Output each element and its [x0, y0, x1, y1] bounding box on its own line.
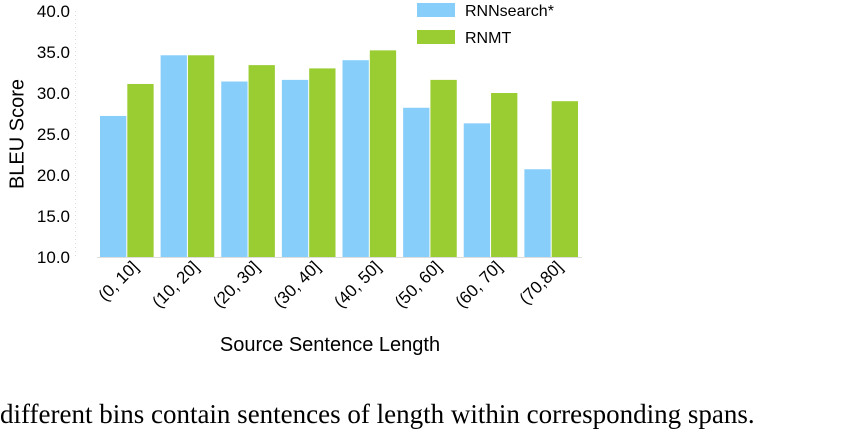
bar-rnmt — [248, 65, 275, 258]
bar-rnnsearch — [403, 107, 430, 257]
y-tick-label: 30.0 — [37, 84, 70, 103]
y-axis-label: BLEU Score — [6, 79, 28, 189]
y-tick-label: 20.0 — [37, 166, 70, 185]
bar-rnnsearch — [221, 81, 248, 258]
legend-label: RNMT — [465, 30, 511, 47]
x-tick-label: (20, 30] — [209, 257, 263, 311]
bar-rnnsearch — [100, 115, 127, 258]
bar-rnmt — [430, 79, 457, 257]
y-tick-label: 35.0 — [37, 43, 70, 62]
x-tick-label: (0, 10] — [95, 257, 143, 305]
bar-rnmt — [369, 50, 397, 257]
x-tick-label: (70,80] — [516, 257, 567, 308]
legend: RNNsearch* RNMT — [417, 3, 554, 47]
legend-swatch — [417, 3, 455, 17]
bar-rnnsearch — [524, 169, 551, 257]
y-tick-label: 40.0 — [37, 2, 70, 21]
x-axis-label: Source Sentence Length — [220, 334, 440, 356]
x-tick-label: (10, 20] — [149, 257, 203, 311]
bar-rnmt — [309, 68, 336, 258]
bar-rnnsearch — [281, 79, 309, 257]
x-axis-ticks: (0, 10] (10, 20] (20, 30] (30, 40] (40, 50](… — [95, 257, 567, 311]
bars — [100, 50, 578, 258]
bar-rnnsearch — [160, 55, 187, 257]
legend-label: RNNsearch* — [465, 3, 554, 20]
legend-swatch — [417, 30, 455, 44]
bar-rnmt — [187, 55, 215, 257]
y-tick-label: 10.0 — [37, 248, 70, 267]
bar-rnnsearch — [463, 123, 491, 257]
bar-rnmt — [127, 83, 154, 257]
plot-area: 10.0 15.0 20.0 25.0 30.0 35.0 40.0 (0, 10] (10,… — [37, 2, 582, 312]
x-tick-label: (40, 50] — [330, 257, 384, 311]
bar-rnnsearch — [342, 60, 369, 258]
bleu-bar-chart: 10.0 15.0 20.0 25.0 30.0 35.0 40.0 (0, 10] (10,… — [6, 2, 582, 356]
y-tick-label: 15.0 — [37, 207, 70, 226]
y-tick-label: 25.0 — [37, 125, 70, 144]
bar-rnmt — [551, 101, 578, 257]
bar-rnmt — [491, 93, 518, 257]
figure-caption: different bins contain sentences of leng… — [0, 399, 755, 429]
y-axis-ticks: 10.0 15.0 20.0 25.0 30.0 35.0 40.0 — [37, 2, 70, 267]
x-tick-label: (30, 40] — [270, 257, 324, 311]
x-tick-label: (50, 60] — [391, 257, 445, 311]
x-tick-label: (60, 70] — [452, 257, 506, 311]
